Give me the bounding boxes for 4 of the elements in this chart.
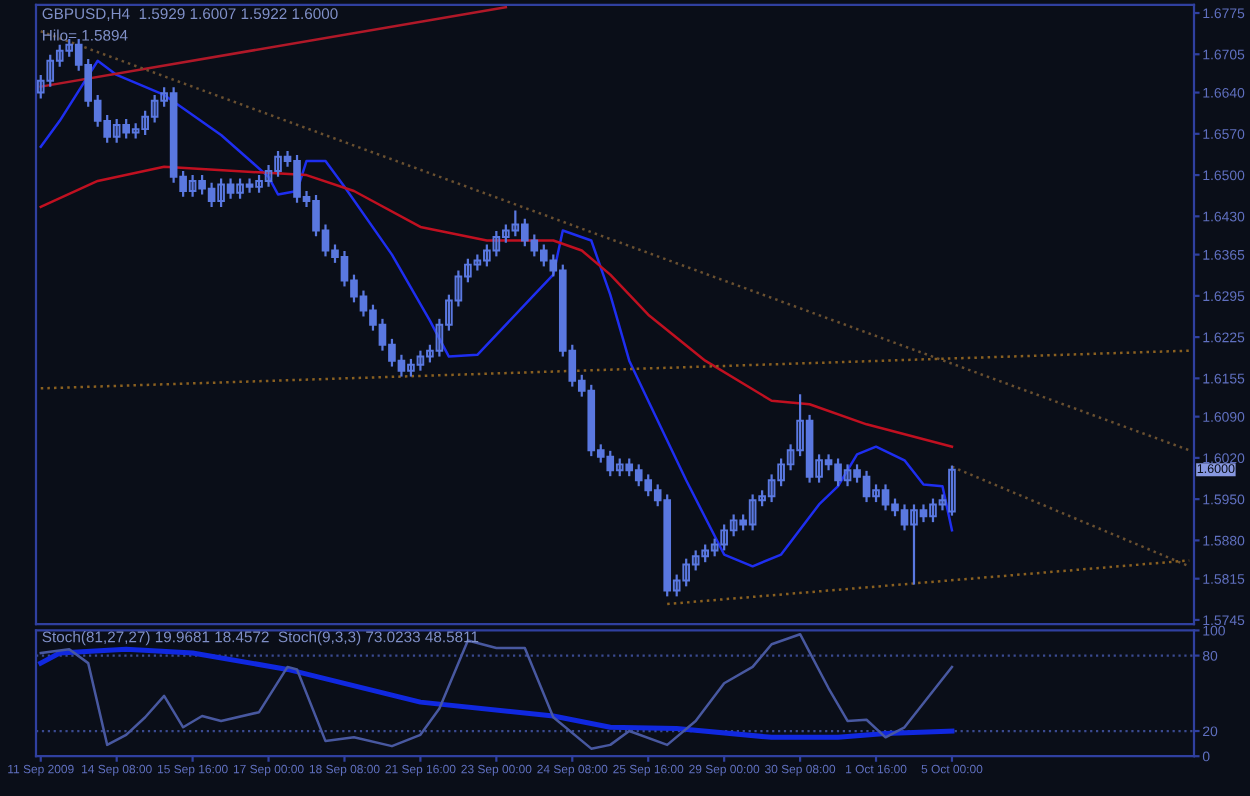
line-series	[39, 165, 954, 448]
line-series	[39, 632, 954, 750]
line-series	[38, 646, 955, 740]
line-series	[39, 59, 954, 568]
